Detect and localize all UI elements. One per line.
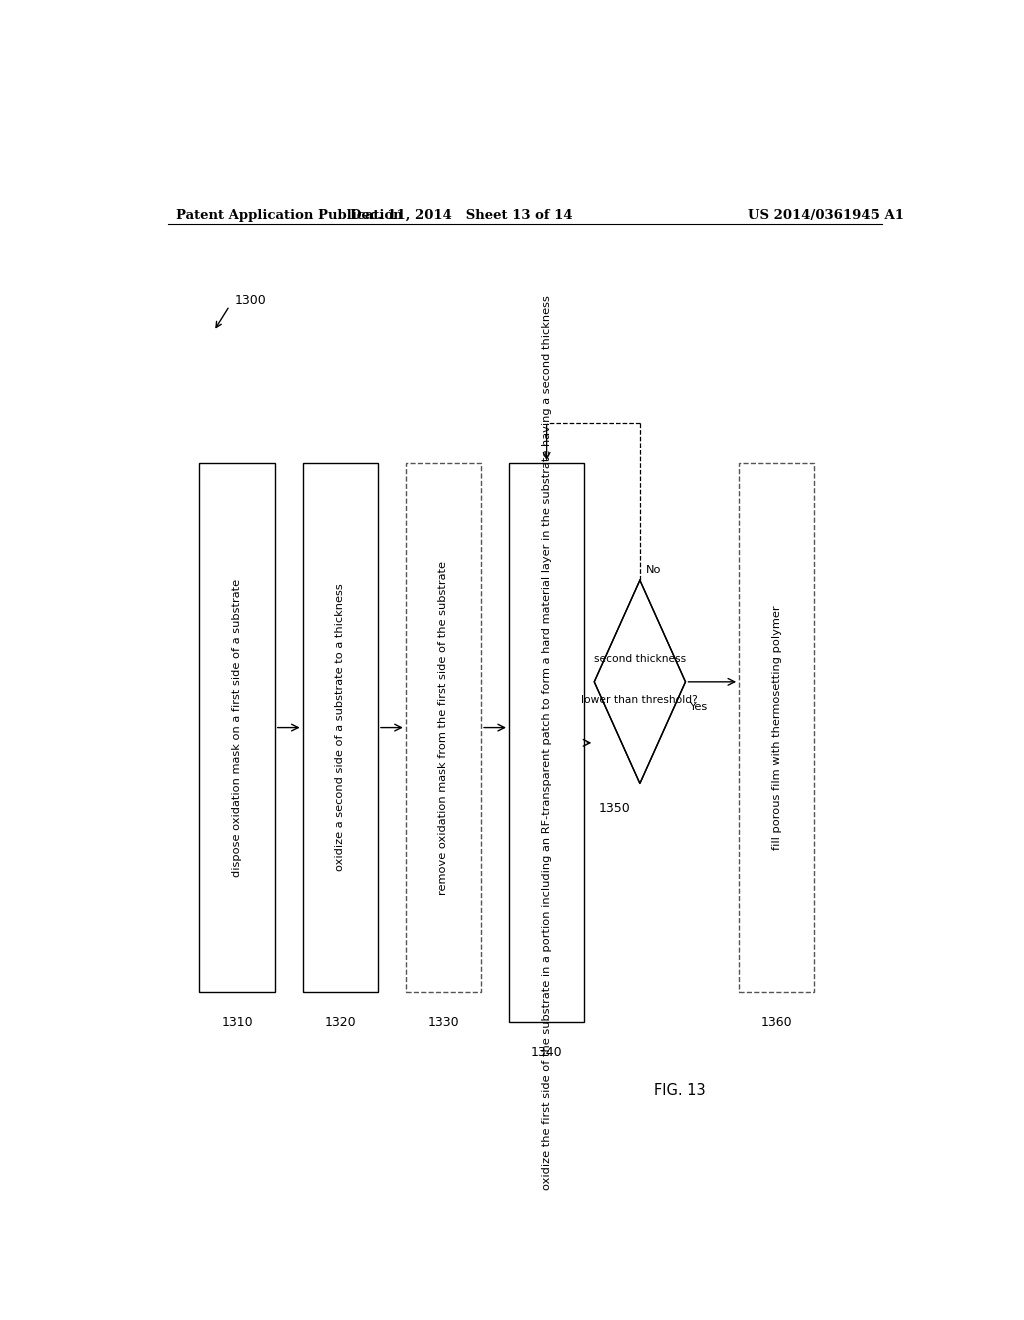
Text: 1340: 1340 xyxy=(530,1047,562,1060)
Text: dispose oxidation mask on a first side of a substrate: dispose oxidation mask on a first side o… xyxy=(232,578,242,876)
Text: remove oxidation mask from the first side of the substrate: remove oxidation mask from the first sid… xyxy=(438,561,449,895)
Text: Patent Application Publication: Patent Application Publication xyxy=(176,209,402,222)
Bar xyxy=(200,463,274,991)
Text: Dec. 11, 2014   Sheet 13 of 14: Dec. 11, 2014 Sheet 13 of 14 xyxy=(350,209,572,222)
Text: FIG. 13: FIG. 13 xyxy=(653,1082,706,1098)
Text: 1320: 1320 xyxy=(325,1016,356,1028)
Bar xyxy=(303,463,378,991)
Bar xyxy=(739,463,814,991)
Text: 1350: 1350 xyxy=(598,803,630,816)
Text: 1310: 1310 xyxy=(221,1016,253,1028)
Polygon shape xyxy=(594,581,685,784)
Text: No: No xyxy=(646,565,662,576)
Text: second thickness: second thickness xyxy=(594,655,686,664)
Text: oxidize the first side of the substrate in a portion including an RF-transparent: oxidize the first side of the substrate … xyxy=(542,296,552,1191)
Bar xyxy=(509,463,585,1022)
Text: lower than threshold?: lower than threshold? xyxy=(582,696,698,705)
Bar xyxy=(406,463,481,991)
Text: US 2014/0361945 A1: US 2014/0361945 A1 xyxy=(749,209,904,222)
Text: fill porous film with thermosetting polymer: fill porous film with thermosetting poly… xyxy=(772,606,781,850)
Text: Yes: Yes xyxy=(689,702,708,713)
Text: 1330: 1330 xyxy=(428,1016,460,1028)
Text: 1300: 1300 xyxy=(236,294,267,308)
Text: 1360: 1360 xyxy=(761,1016,793,1028)
Text: oxidize a second side of a substrate to a thickness: oxidize a second side of a substrate to … xyxy=(335,583,345,871)
